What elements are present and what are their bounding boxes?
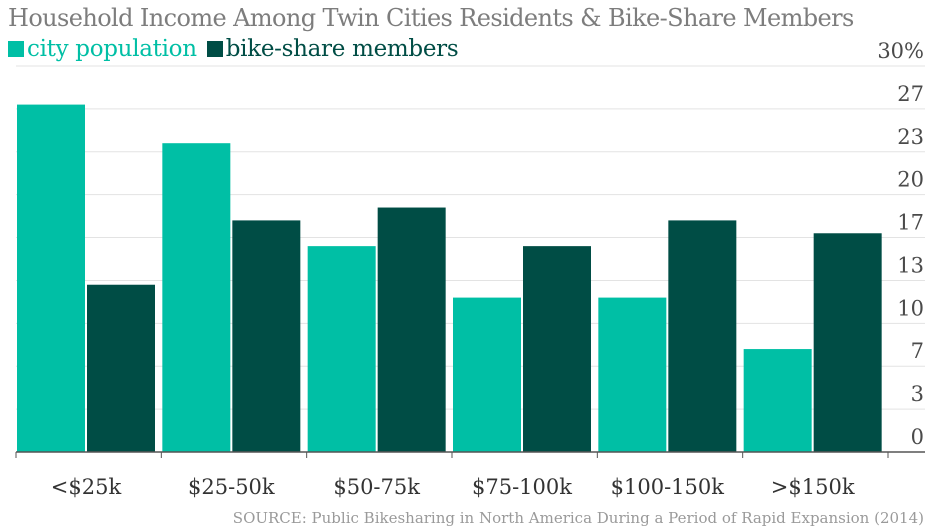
y-tick-label: 30% [877,39,924,63]
bar-bike-share-members-0 [87,284,155,452]
x-tick-label: $50-75k [333,475,420,499]
y-tick-label: 17 [897,211,924,235]
legend-label-city-population: city population [27,36,197,62]
y-tick-label: 27 [897,82,924,106]
y-tick-label: 0 [911,425,924,449]
bar-bike-share-members-1 [232,220,301,452]
bar-city-population-0 [17,104,85,452]
bar-bike-share-members-5 [813,233,882,452]
x-tick-label: $100-150k [611,475,725,499]
bar-city-population-1 [162,143,231,452]
y-tick-label: 3 [911,382,924,406]
legend: city population bike-share members [8,36,468,62]
y-tick-label: 20 [897,168,924,192]
y-tick-label: 23 [897,125,924,149]
bar-city-population-2 [307,246,376,452]
legend-label-bike-share-members: bike-share members [225,36,459,62]
bar-city-population-3 [453,297,521,452]
chart-title: Household Income Among Twin Cities Resid… [8,4,854,32]
source-note: SOURCE: Public Bikesharing in North Amer… [232,509,924,527]
x-tick-label: $25-50k [188,475,275,499]
bar-bike-share-members-2 [377,207,446,452]
x-tick-label: >$150k [771,475,855,499]
y-tick-label: 7 [911,339,924,363]
bar-city-population-5 [743,349,812,452]
bar-bike-share-members-3 [523,246,591,452]
legend-item-city-population: city population [8,36,197,62]
legend-swatch-city-population [8,41,24,57]
x-tick-label: $75-100k [472,475,572,499]
legend-swatch-bike-share-members [206,41,223,57]
x-tick-label: <$25k [51,475,122,499]
legend-item-bike-share-members: bike-share members [206,36,459,62]
bar-bike-share-members-4 [668,220,737,452]
y-tick-label: 13 [897,253,924,277]
y-tick-label: 10 [897,296,924,320]
bar-city-population-4 [598,297,667,452]
